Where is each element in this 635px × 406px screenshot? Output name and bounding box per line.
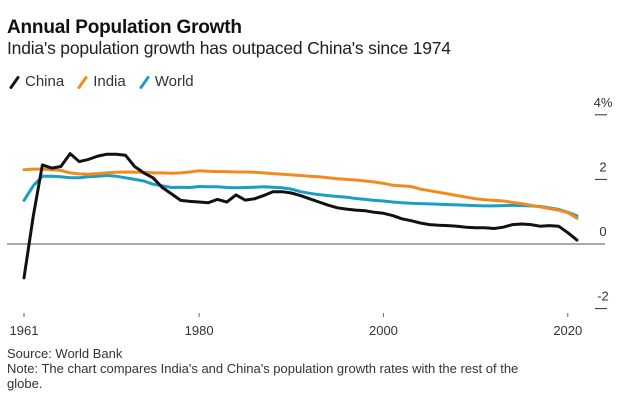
- y-tick-label: 4%: [594, 95, 613, 110]
- chart-title: Annual Population Growth: [7, 17, 242, 38]
- y-tick-label: -2: [597, 289, 609, 304]
- chart-notes: Source: World Bank Note: The chart compa…: [7, 346, 527, 391]
- y-tick-label: 0: [599, 224, 606, 239]
- legend-item-china: China: [8, 73, 64, 90]
- legend-label-china: China: [25, 73, 65, 90]
- source-text: Source: World Bank: [7, 346, 123, 361]
- chart-subtitle: India's population growth has outpaced C…: [7, 38, 451, 58]
- x-tick-label: 1980: [185, 323, 214, 338]
- note-text: Note: The chart compares India's and Chi…: [7, 361, 519, 391]
- series-line-china: [22, 152, 579, 280]
- x-tick-label: 1961: [10, 323, 39, 338]
- legend: China India World: [8, 73, 206, 90]
- x-tick-label: 2000: [369, 323, 398, 338]
- y-tick-label: 2: [599, 159, 606, 174]
- legend-label-india: India: [93, 73, 126, 90]
- legend-item-world: World: [138, 73, 194, 90]
- x-axis: 1961 1980 2000 2020: [10, 313, 582, 338]
- series-line-world: [22, 174, 579, 218]
- legend-label-world: World: [154, 73, 194, 90]
- series-line-india: [22, 167, 579, 220]
- series-group: [22, 152, 579, 280]
- y-axis: 4% 2 0 -2: [594, 95, 613, 310]
- legend-item-india: India: [76, 73, 126, 90]
- x-tick-label: 2020: [553, 323, 582, 338]
